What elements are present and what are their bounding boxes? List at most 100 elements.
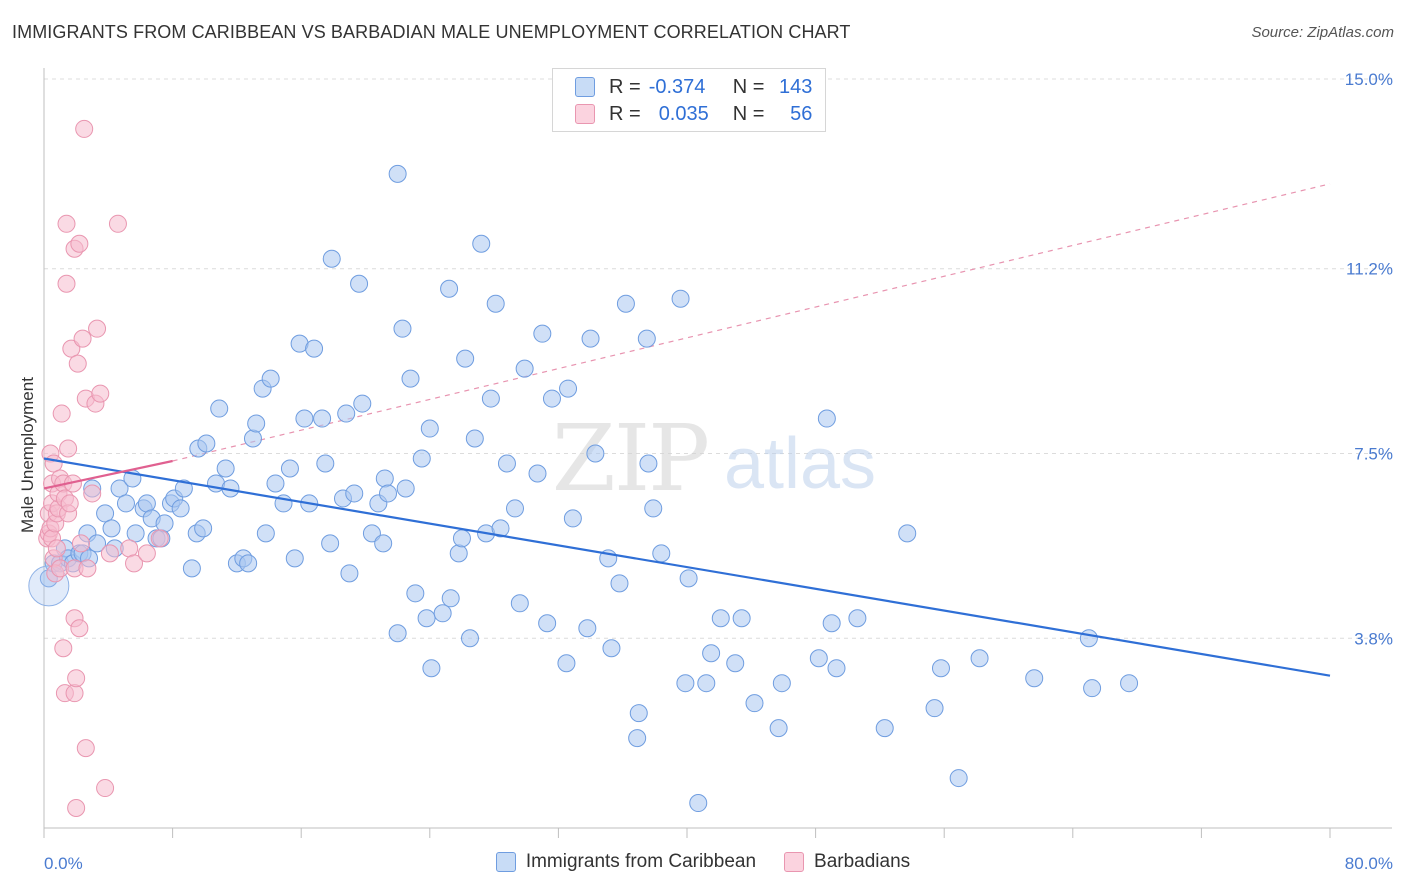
trend-line-barbadians (43, 459, 173, 490)
data-point-caribbean (671, 289, 690, 308)
data-point-barbadians (59, 439, 78, 458)
data-point-caribbean (639, 454, 658, 473)
trend-line-barbadians-extension (172, 183, 1331, 462)
data-point-barbadians (70, 234, 89, 253)
data-point-caribbean (316, 454, 335, 473)
data-point-barbadians (100, 544, 119, 563)
data-point-caribbean (102, 519, 121, 538)
correlation-legend: R = -0.374 N = 143 R = 0.035 N = 56 (552, 68, 826, 132)
data-point-caribbean (396, 479, 415, 498)
data-point-caribbean (239, 554, 258, 573)
data-point-caribbean (465, 429, 484, 448)
data-point-caribbean (393, 319, 412, 338)
data-point-caribbean (769, 719, 788, 738)
data-point-caribbean (417, 609, 436, 628)
data-point-caribbean (401, 369, 420, 388)
data-point-caribbean (817, 409, 836, 428)
data-point-caribbean (449, 544, 468, 563)
data-point-caribbean (827, 659, 846, 678)
data-point-caribbean (559, 379, 578, 398)
data-point-caribbean (322, 249, 341, 268)
data-point-caribbean (1079, 629, 1098, 648)
data-point-caribbean (216, 459, 235, 478)
y-tick-label: 15.0% (1345, 70, 1393, 89)
data-point-caribbean (679, 569, 698, 588)
chart-title: IMMIGRANTS FROM CARIBBEAN VS BARBADIAN M… (12, 22, 851, 42)
series-legend-swatch-barbadians (784, 852, 805, 872)
data-point-caribbean (379, 484, 398, 503)
data-point-barbadians (150, 529, 169, 548)
legend-r-label: R = (609, 102, 641, 125)
legend-swatch-caribbean (575, 77, 595, 97)
data-point-caribbean (772, 674, 791, 693)
data-point-caribbean (491, 519, 510, 538)
legend-r-value-barbadians: 0.035 (658, 102, 709, 125)
data-point-caribbean (280, 459, 299, 478)
legend-swatch-barbadians (575, 104, 595, 124)
series-legend-barbadians[interactable]: Barbadians (784, 851, 910, 873)
data-point-caribbean (345, 484, 364, 503)
y-axis-label: Male Unemployment (18, 377, 37, 533)
legend-n-value-barbadians: 56 (790, 102, 813, 125)
data-point-caribbean (422, 659, 441, 678)
legend-row-barbadians: R = 0.035 N = 56 (575, 102, 812, 126)
legend-r-value-caribbean: -0.374 (648, 75, 706, 98)
y-tick-label: 7.5% (1354, 445, 1393, 464)
data-point-caribbean (689, 794, 708, 813)
data-point-barbadians (88, 319, 107, 338)
data-point-caribbean (515, 359, 534, 378)
data-point-caribbean (610, 574, 629, 593)
y-tick-label: 3.8% (1354, 629, 1393, 648)
data-point-caribbean (1083, 679, 1102, 698)
data-point-caribbean (497, 454, 516, 473)
data-point-caribbean (931, 659, 950, 678)
x-tick-label-max: 80.0% (1345, 854, 1393, 873)
data-point-barbadians (44, 454, 63, 473)
data-point-caribbean (171, 499, 190, 518)
legend-n-value-caribbean: 143 (779, 75, 813, 98)
data-point-caribbean (510, 594, 529, 613)
data-point-caribbean (388, 164, 407, 183)
data-point-caribbean (247, 414, 266, 433)
data-point-caribbean (486, 294, 505, 313)
data-point-caribbean (420, 419, 439, 438)
series-legend-label-caribbean: Immigrants from Caribbean (525, 851, 757, 872)
data-point-caribbean (321, 534, 340, 553)
x-tick-label-min: 0.0% (44, 854, 83, 873)
data-point-caribbean (628, 729, 647, 748)
data-point-caribbean (726, 654, 745, 673)
data-point-caribbean (533, 324, 552, 343)
data-point-barbadians (67, 669, 86, 688)
data-point-caribbean (557, 654, 576, 673)
series-legend: Immigrants from Caribbean Barbadians (0, 851, 1406, 873)
data-point-caribbean (563, 509, 582, 528)
data-point-caribbean (1120, 674, 1139, 693)
data-point-caribbean (197, 434, 216, 453)
data-point-caribbean (295, 409, 314, 428)
data-point-caribbean (711, 609, 730, 628)
data-point-caribbean (702, 644, 721, 663)
data-point-caribbean (174, 479, 193, 498)
data-point-caribbean (440, 279, 459, 298)
data-point-caribbean (210, 399, 229, 418)
data-point-barbadians (137, 544, 156, 563)
grid-lines (44, 78, 1392, 639)
data-point-caribbean (822, 614, 841, 633)
data-point-caribbean (472, 234, 491, 253)
data-point-caribbean (1025, 669, 1044, 688)
series-caribbean-points (28, 164, 1139, 813)
data-point-barbadians (78, 559, 97, 578)
legend-row-caribbean: R = -0.374 N = 143 (575, 75, 812, 99)
data-point-caribbean (261, 369, 280, 388)
y-tick-label: 11.2% (1346, 260, 1393, 279)
data-point-caribbean (266, 474, 285, 493)
data-point-barbadians (62, 339, 81, 358)
data-point-barbadians (96, 779, 115, 798)
data-point-caribbean (644, 499, 663, 518)
trend-lines (172, 183, 1331, 462)
data-point-caribbean (452, 529, 471, 548)
data-point-caribbean (285, 549, 304, 568)
data-point-barbadians (108, 214, 127, 233)
series-legend-caribbean[interactable]: Immigrants from Caribbean (495, 851, 757, 873)
data-point-barbadians (57, 214, 76, 233)
